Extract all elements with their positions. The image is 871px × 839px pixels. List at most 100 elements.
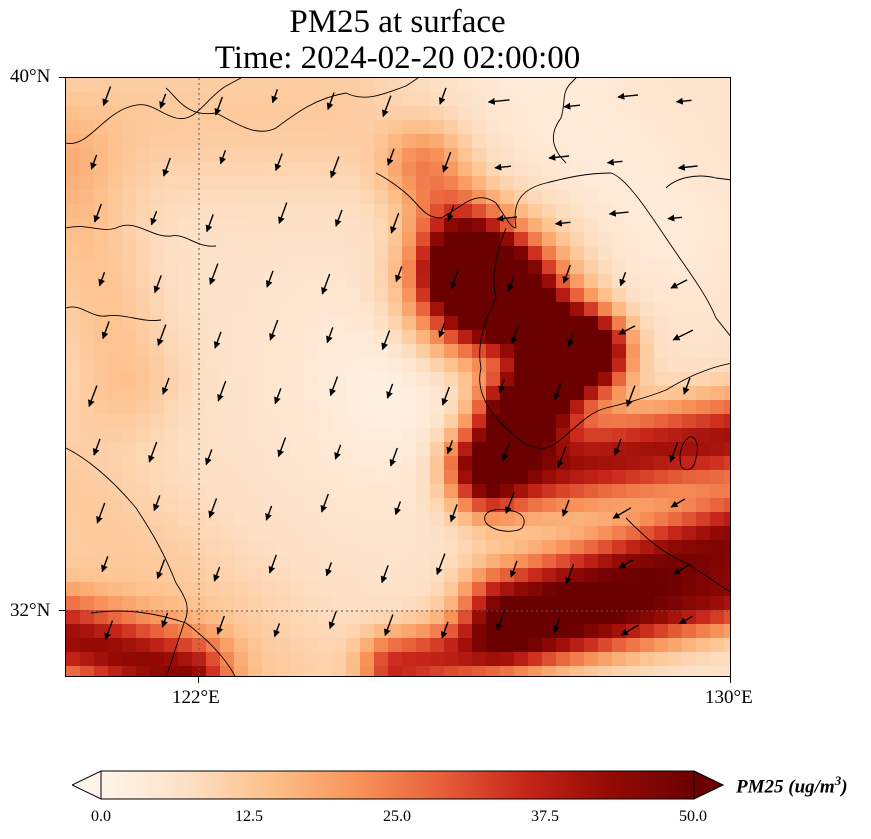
field-cell: [542, 316, 557, 331]
wind-arrow: [496, 214, 518, 222]
field-cell: [682, 428, 697, 443]
field-cell: [430, 568, 445, 583]
field-cell: [640, 652, 655, 667]
field-cell: [556, 78, 571, 93]
field-cell: [234, 456, 249, 471]
field-cell: [416, 666, 431, 676]
field-cell: [136, 386, 151, 401]
field-cell: [710, 358, 725, 373]
field-cell: [66, 260, 81, 275]
map-panel[interactable]: [65, 77, 731, 677]
field-cell: [402, 148, 417, 163]
field-cell: [332, 106, 347, 121]
field-cell: [136, 148, 151, 163]
field-cell: [556, 498, 571, 513]
field-cell: [430, 316, 445, 331]
field-cell: [66, 666, 81, 676]
field-cell: [346, 162, 361, 177]
field-cell: [570, 134, 585, 149]
field-cell: [696, 652, 711, 667]
field-cell: [192, 344, 207, 359]
field-cell: [710, 596, 725, 611]
field-cell: [500, 638, 515, 653]
field-cell: [458, 484, 473, 499]
wind-arrow: [217, 380, 227, 402]
field-cell: [472, 358, 487, 373]
field-cell: [472, 190, 487, 205]
field-cell: [444, 428, 459, 443]
field-cell: [430, 120, 445, 135]
field-cell: [164, 330, 179, 345]
field-cell: [304, 372, 319, 387]
field-cell: [206, 470, 221, 485]
field-cell: [654, 302, 669, 317]
field-cell: [542, 246, 557, 261]
field-cell: [276, 596, 291, 611]
field-cell: [696, 456, 711, 471]
field-cell: [360, 652, 375, 667]
field-cell: [710, 666, 725, 676]
field-cell: [668, 190, 683, 205]
field-cell: [318, 190, 333, 205]
field-cell: [696, 386, 711, 401]
field-cell: [360, 358, 375, 373]
field-cell: [640, 190, 655, 205]
field-cell: [654, 260, 669, 275]
field-cell: [654, 610, 669, 625]
wind-arrow: [93, 203, 102, 223]
field-cell: [710, 414, 725, 429]
field-cell: [164, 484, 179, 499]
field-cell: [108, 106, 123, 121]
field-cell: [276, 512, 291, 527]
field-cell: [458, 78, 473, 93]
field-cell: [402, 442, 417, 457]
field-cell: [164, 554, 179, 569]
field-cell: [570, 484, 585, 499]
field-cell: [458, 554, 473, 569]
field-cell: [374, 526, 389, 541]
field-cell: [458, 526, 473, 541]
field-cell: [472, 204, 487, 219]
field-cell: [220, 456, 235, 471]
field-cell: [402, 232, 417, 247]
field-cell: [598, 498, 613, 513]
field-cell: [444, 414, 459, 429]
field-cell: [94, 78, 109, 93]
field-cell: [206, 372, 221, 387]
field-cell: [444, 134, 459, 149]
field-cell: [472, 148, 487, 163]
field-cell: [402, 624, 417, 639]
field-cell: [626, 288, 641, 303]
field-cell: [178, 302, 193, 317]
field-cell: [528, 218, 543, 233]
field-cell: [234, 204, 249, 219]
wind-arrow: [205, 214, 214, 233]
wind-arrow: [213, 566, 221, 582]
field-cell: [416, 582, 431, 597]
field-cell: [430, 400, 445, 415]
field-cell: [500, 176, 515, 191]
wind-arrow: [450, 269, 460, 290]
wind-arrow: [274, 388, 282, 405]
field-cell: [122, 358, 137, 373]
field-cell: [136, 274, 151, 289]
field-cell: [374, 442, 389, 457]
field-cell: [500, 596, 515, 611]
field-cell: [416, 260, 431, 275]
field-cell: [304, 148, 319, 163]
field-cell: [402, 386, 417, 401]
field-cell: [304, 428, 319, 443]
field-cell: [388, 428, 403, 443]
field-cell: [248, 666, 263, 676]
field-cell: [542, 134, 557, 149]
field-cell: [724, 400, 730, 415]
field-cell: [668, 400, 683, 415]
field-cell: [290, 358, 305, 373]
field-cell: [444, 596, 459, 611]
field-cell: [346, 92, 361, 107]
field-cell: [458, 344, 473, 359]
field-cell: [80, 470, 95, 485]
field-cell: [290, 610, 305, 625]
field-cell: [416, 120, 431, 135]
field-cell: [262, 134, 277, 149]
